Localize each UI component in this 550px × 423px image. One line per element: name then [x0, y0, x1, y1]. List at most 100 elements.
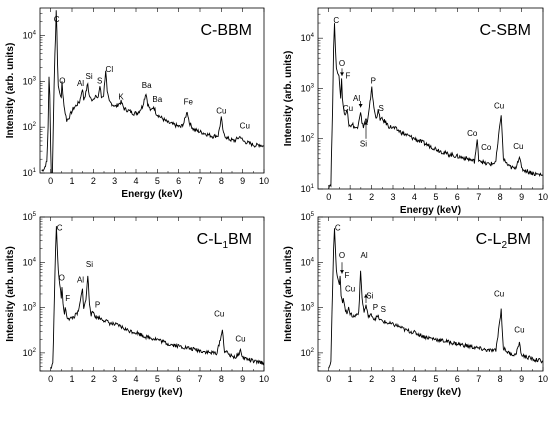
- y-tick-exponent: 4: [311, 257, 315, 263]
- spectrum-line: [41, 10, 264, 173]
- x-tick-label: 7: [197, 176, 202, 186]
- peak-arrow-head: [358, 104, 363, 108]
- peak-arrow-head: [364, 121, 368, 125]
- sample-label-main: C-L: [476, 231, 502, 248]
- x-tick-label: 8: [498, 374, 503, 384]
- x-tick-label: 4: [133, 374, 138, 384]
- plot-frame: [39, 7, 265, 174]
- x-tick-label: 0: [48, 374, 53, 384]
- x-tick-label: 3: [390, 192, 395, 202]
- x-tick-label: 4: [412, 374, 417, 384]
- peak-label: K: [118, 93, 124, 102]
- sample-label-tail: BM: [228, 231, 252, 248]
- y-tick-base: 10: [23, 122, 33, 132]
- x-tick-label: 5: [433, 374, 438, 384]
- plot-frame: [317, 7, 544, 190]
- x-tick-label: 10: [259, 374, 269, 384]
- x-tick-label: 3: [112, 176, 117, 186]
- x-tick-label: 2: [369, 374, 374, 384]
- y-tick-exponent: 4: [33, 31, 37, 37]
- y-tick-base: 10: [23, 303, 33, 313]
- peak-label: C: [57, 224, 63, 233]
- y-tick-exponent: 3: [33, 303, 37, 309]
- y-tick-base: 10: [23, 168, 33, 178]
- sample-label-main: C-BBM: [200, 22, 252, 39]
- x-tick-label: 1: [348, 374, 353, 384]
- sample-label: C-L2BM: [476, 231, 531, 251]
- x-tick-label: 0: [48, 176, 53, 186]
- peak-label: O: [59, 77, 65, 86]
- y-tick-label: 105: [23, 212, 37, 222]
- y-tick-base: 10: [301, 212, 311, 222]
- x-tick-label: 6: [455, 374, 460, 384]
- y-tick-base: 10: [301, 348, 311, 358]
- x-axis-title: Energy (keV): [121, 189, 182, 200]
- x-tick-label: 0: [326, 192, 331, 202]
- x-tick-label: 5: [155, 176, 160, 186]
- peak-arrow-head: [340, 72, 344, 76]
- peak-label: Cu: [345, 285, 355, 294]
- y-tick-exponent: 4: [33, 257, 37, 263]
- peak-label: Cu: [214, 310, 224, 319]
- x-tick-label: 8: [219, 374, 224, 384]
- y-tick-label: 102: [23, 122, 37, 132]
- sample-label-subscript: 2: [501, 240, 507, 251]
- x-tick-label: 8: [219, 176, 224, 186]
- x-axis-title: Energy (keV): [400, 387, 461, 398]
- x-tick-label: 9: [519, 192, 524, 202]
- peak-label: Cu: [494, 289, 504, 298]
- x-tick-label: 0: [326, 374, 331, 384]
- y-tick-exponent: 2: [311, 134, 315, 140]
- peak-label: Al: [353, 94, 360, 103]
- x-tick-label: 7: [476, 192, 481, 202]
- y-tick-label: 105: [301, 212, 315, 222]
- y-tick-base: 10: [301, 303, 311, 313]
- sample-label-main: C-L: [197, 231, 223, 248]
- y-tick-exponent: 3: [311, 83, 315, 89]
- peak-label: Cu: [513, 142, 523, 151]
- x-tick-label: 5: [155, 374, 160, 384]
- spectrum-line: [328, 23, 543, 189]
- y-axis-title: Intensity (arb. units): [283, 51, 294, 147]
- y-tick-exponent: 3: [311, 303, 315, 309]
- peak-label: F: [344, 271, 349, 280]
- peak-label: P: [95, 301, 100, 310]
- x-tick-label: 9: [519, 374, 524, 384]
- x-axis-title: Energy (keV): [400, 205, 461, 216]
- peak-label: P: [373, 303, 378, 312]
- peak-label: Co: [481, 143, 492, 152]
- peak-label: Cu: [235, 335, 245, 344]
- peak-label: C: [54, 15, 60, 24]
- y-axis-title: Intensity (arb. units): [283, 246, 294, 342]
- y-tick-exponent: 2: [33, 348, 37, 354]
- x-tick-label: 6: [176, 176, 181, 186]
- peak-label: O: [339, 59, 345, 68]
- y-tick-exponent: 2: [33, 122, 37, 128]
- peak-label: Cu: [240, 122, 250, 131]
- peak-label: O: [339, 251, 345, 260]
- peak-arrow-head: [364, 294, 368, 298]
- peak-arrow-head: [340, 270, 344, 274]
- x-tick-label: 10: [538, 192, 548, 202]
- peak-label: Al: [77, 276, 84, 285]
- x-tick-label: 10: [538, 374, 548, 384]
- x-tick-label: 1: [348, 192, 353, 202]
- y-tick-exponent: 5: [33, 212, 37, 218]
- x-tick-label: 3: [390, 374, 395, 384]
- peak-label: Si: [86, 260, 93, 269]
- peak-label: Al: [77, 79, 84, 88]
- peak-label: Ba: [142, 81, 152, 90]
- peak-label: Si: [86, 72, 93, 81]
- y-tick-base: 10: [23, 348, 33, 358]
- peak-label: C: [333, 16, 339, 25]
- y-tick-exponent: 1: [33, 168, 37, 174]
- y-axis-title: Intensity (arb. units): [5, 43, 16, 139]
- x-tick-label: 7: [476, 374, 481, 384]
- sample-label-main: C-SBM: [479, 22, 531, 39]
- y-tick-label: 101: [23, 168, 37, 178]
- peak-label: Cu: [343, 104, 353, 113]
